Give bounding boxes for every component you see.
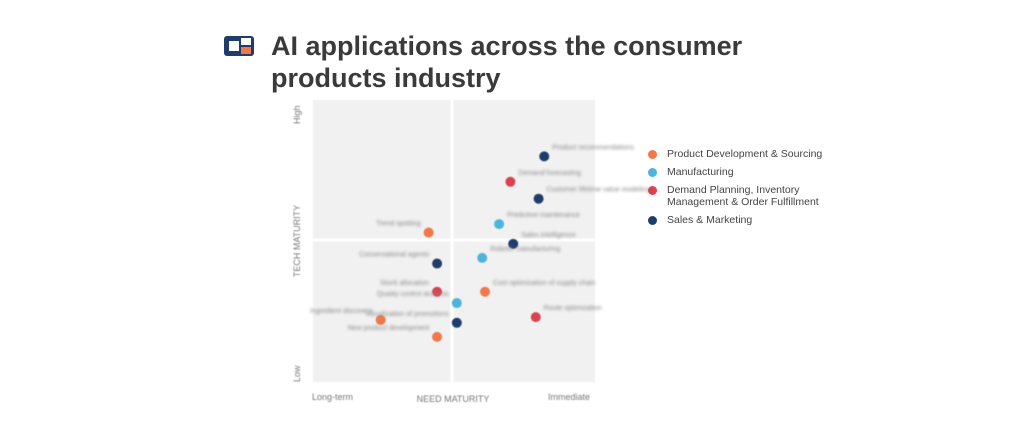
legend-swatch [648,168,657,177]
legend-item: Manufacturing [648,166,837,178]
data-point [533,193,544,204]
legend-swatch [648,186,657,195]
data-point-label: Route optimization [544,305,602,312]
legend: Product Development & Sourcing Manufactur… [648,148,837,232]
data-point-label: Predictive maintenance [507,212,580,219]
legend-item: Sales & Marketing [648,214,837,226]
x-tick-immediate: Immediate [548,392,590,402]
data-point-label: Visualization of promotions [365,311,449,318]
page-title: AI applications across the consumer prod… [271,31,743,93]
company-logo [224,36,254,56]
legend-item: Demand Planning, Inventory Management & … [648,184,837,208]
legend-label: Manufacturing [667,166,734,178]
data-point-label: Sales intelligence [521,232,576,239]
legend-item: Product Development & Sourcing [648,148,837,160]
data-point [505,176,516,187]
data-point-label: Customer lifetime value modeling [547,187,651,194]
data-point-label: Quality control analysis [377,291,449,298]
data-point [477,252,488,263]
data-point [375,314,386,325]
data-point-label: Product recommendations [552,144,634,151]
data-point [494,219,505,230]
legend-label: Product Development & Sourcing [667,148,823,160]
data-point [451,317,462,328]
data-point-label: Trend spotting [376,221,421,228]
data-point [432,286,443,297]
data-point [480,286,491,297]
data-point [432,258,443,269]
legend-label: Demand Planning, Inventory Management & … [667,184,819,208]
legend-swatch [648,150,657,159]
data-point-label: Cost optimization of supply chain [493,280,595,287]
legend-label: Sales & Marketing [667,214,753,226]
data-point-label: Demand forecasting [518,170,581,177]
legend-swatch [648,216,657,225]
data-point-label: Stock allocation [380,280,429,287]
x-axis-label: NEED MATURITY [417,394,490,404]
data-point [508,238,519,249]
data-point [423,227,434,238]
y-tick-low: Low [292,365,302,382]
y-tick-high: High [292,105,302,124]
y-axis-label: TECH MATURITY [292,205,302,277]
x-tick-long-term: Long-term [312,392,353,402]
data-point [451,298,462,309]
data-point-label: Robotic manufacturing [490,246,560,253]
data-point-label: Ingredient discovery [310,308,373,315]
data-point [539,151,550,162]
data-point [432,331,443,342]
data-point [530,312,541,323]
data-point-label: Conversational agents [359,252,429,259]
data-point-label: New product development [348,325,429,332]
